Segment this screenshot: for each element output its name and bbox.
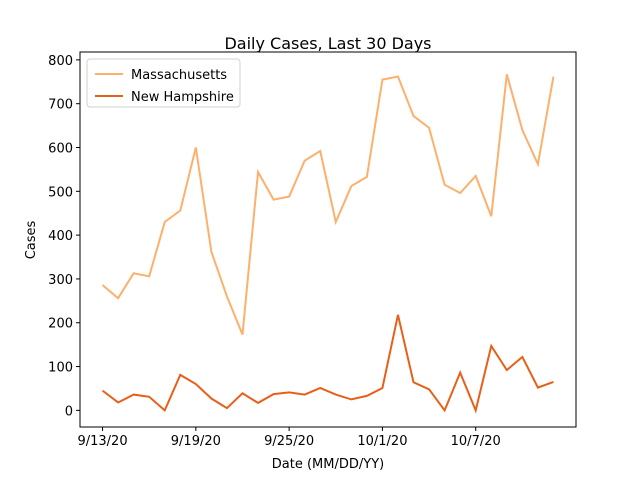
legend-label: Massachusetts	[131, 68, 227, 83]
y-tick-label: 100	[48, 361, 73, 376]
chart-title: Daily Cases, Last 30 Days	[224, 34, 431, 53]
x-axis-label: Date (MM/DD/YY)	[272, 457, 384, 472]
y-tick-label: 0	[65, 404, 73, 419]
y-tick-label: 800	[48, 54, 73, 69]
y-tick-label: 700	[48, 98, 73, 113]
y-tick-label: 400	[48, 229, 73, 244]
series-line	[101, 74, 555, 335]
x-tick-label: 9/19/20	[171, 434, 221, 449]
y-tick-label: 300	[48, 273, 73, 288]
y-tick-label: 200	[48, 317, 73, 332]
plot-frame	[79, 51, 577, 428]
series-line	[101, 314, 554, 414]
y-tick-label: 500	[48, 185, 73, 200]
x-tick-label: 9/13/20	[77, 434, 127, 449]
legend-label: New Hampshire	[131, 90, 234, 105]
x-tick-label: 9/25/20	[264, 434, 314, 449]
x-tick-label: 10/1/20	[357, 434, 407, 449]
y-tick-label: 600	[48, 142, 73, 157]
legend-box	[86, 58, 241, 108]
x-tick-label: 10/7/20	[451, 434, 501, 449]
y-axis-label: Cases	[24, 220, 39, 259]
